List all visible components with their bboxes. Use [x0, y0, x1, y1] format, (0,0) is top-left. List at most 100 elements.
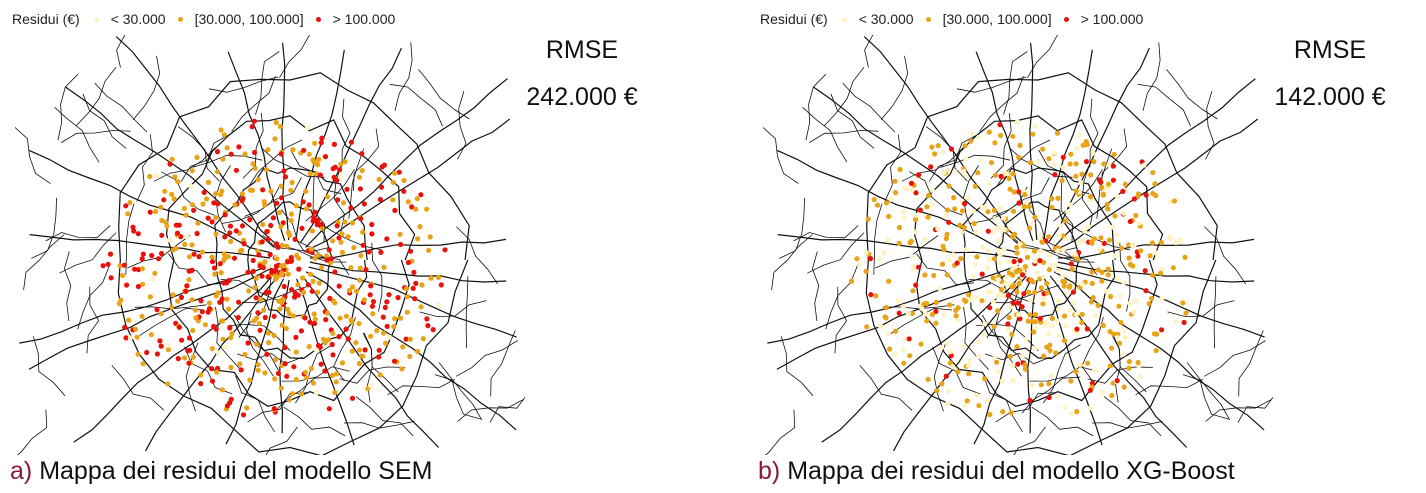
residual-dot: [885, 331, 891, 337]
residual-dot: [166, 237, 172, 243]
residual-dot: [998, 205, 1004, 211]
residual-dot: [267, 252, 273, 258]
residual-dot: [384, 323, 390, 329]
residual-dot: [1015, 300, 1021, 306]
residual-dot: [319, 135, 325, 141]
residual-dot: [998, 173, 1004, 179]
street: [963, 306, 989, 370]
residual-dot: [1098, 235, 1104, 241]
residual-dot: [886, 213, 892, 220]
residual-dot: [1109, 392, 1115, 399]
residual-dot: [215, 201, 221, 207]
street: [1081, 164, 1093, 232]
residual-dot: [1029, 382, 1035, 388]
residual-dot: [312, 316, 318, 322]
residual-dot: [293, 377, 299, 383]
residual-dot: [1055, 248, 1061, 254]
residual-dot: [105, 261, 111, 267]
street: [1042, 236, 1098, 276]
residual-dot: [1118, 320, 1124, 326]
residual-dot: [265, 236, 271, 242]
residual-dot: [150, 276, 156, 282]
residual-dot: [960, 344, 966, 350]
residual-dot: [308, 271, 314, 277]
residual-dot: [1126, 365, 1132, 371]
residual-dot: [380, 314, 386, 320]
street: [1203, 340, 1266, 377]
legend-label: > 100.000: [1080, 11, 1144, 27]
residual-dot: [992, 355, 998, 361]
residual-dot: [357, 347, 363, 353]
street: [343, 420, 415, 429]
road: [1057, 261, 1255, 283]
residual-dot: [1141, 162, 1147, 168]
street: [371, 242, 383, 312]
residual-dot: [1122, 181, 1128, 187]
residual-dot: [157, 338, 163, 344]
residual-dot: [116, 301, 122, 307]
residual-dot: [303, 206, 310, 212]
residual-dot: [349, 220, 356, 226]
residual-dot: [378, 249, 384, 255]
residual-dot: [382, 304, 388, 311]
residual-dot: [155, 256, 162, 262]
residual-dot: [308, 246, 314, 252]
residual-dot: [337, 174, 344, 180]
residual-dot: [310, 278, 316, 284]
residual-dot: [1060, 164, 1066, 170]
residual-dot: [982, 376, 988, 382]
street: [779, 197, 805, 259]
residual-dot: [413, 280, 419, 286]
residual-dot: [123, 203, 129, 209]
residual-dot: [172, 174, 178, 180]
residual-dot: [905, 310, 911, 316]
residual-dot: [409, 204, 415, 210]
street: [237, 352, 303, 365]
road: [1057, 238, 1255, 259]
residual-dot: [876, 256, 882, 262]
residual-dot: [1017, 142, 1023, 148]
residual-dot: [370, 311, 376, 317]
residual-dot: [1077, 132, 1083, 138]
residual-dot: [212, 271, 218, 277]
residual-dot: [1009, 331, 1015, 337]
residual-dot: [969, 130, 975, 137]
street: [184, 346, 233, 395]
residual-dot: [995, 224, 1001, 230]
residual-dot: [1150, 272, 1156, 278]
residual-dot: [100, 263, 106, 269]
residual-dot: [161, 197, 167, 203]
residual-dot: [336, 235, 342, 241]
residual-dot: [945, 388, 951, 394]
street: [780, 336, 814, 397]
residual-dot: [331, 141, 337, 147]
residual-dot: [1100, 389, 1106, 395]
residual-dot: [937, 286, 943, 292]
residual-dot: [188, 183, 194, 189]
residual-dot: [251, 318, 257, 324]
residual-dot: [975, 339, 982, 345]
residual-dot: [336, 283, 342, 289]
road: [227, 51, 286, 241]
residual-dot: [933, 308, 939, 314]
residual-dot: [247, 187, 254, 193]
residual-dot: [401, 188, 407, 194]
residual-dot: [199, 249, 205, 255]
residual-dot: [215, 350, 221, 356]
residual-dot: [1032, 311, 1038, 318]
residual-dot: [349, 319, 355, 325]
residual-dot: [268, 222, 274, 229]
street: [434, 374, 481, 420]
residual-dot: [1040, 301, 1046, 307]
residual-dot: [913, 190, 919, 196]
residual-dot: [194, 230, 200, 237]
street: [465, 276, 469, 349]
street: [962, 165, 979, 233]
residual-dot: [1089, 269, 1095, 275]
street: [842, 82, 896, 133]
street: [255, 51, 280, 115]
residual-dot: [998, 132, 1004, 139]
street: [1081, 316, 1104, 382]
residual-dot: [313, 390, 319, 396]
residual-dot: [1001, 215, 1007, 221]
